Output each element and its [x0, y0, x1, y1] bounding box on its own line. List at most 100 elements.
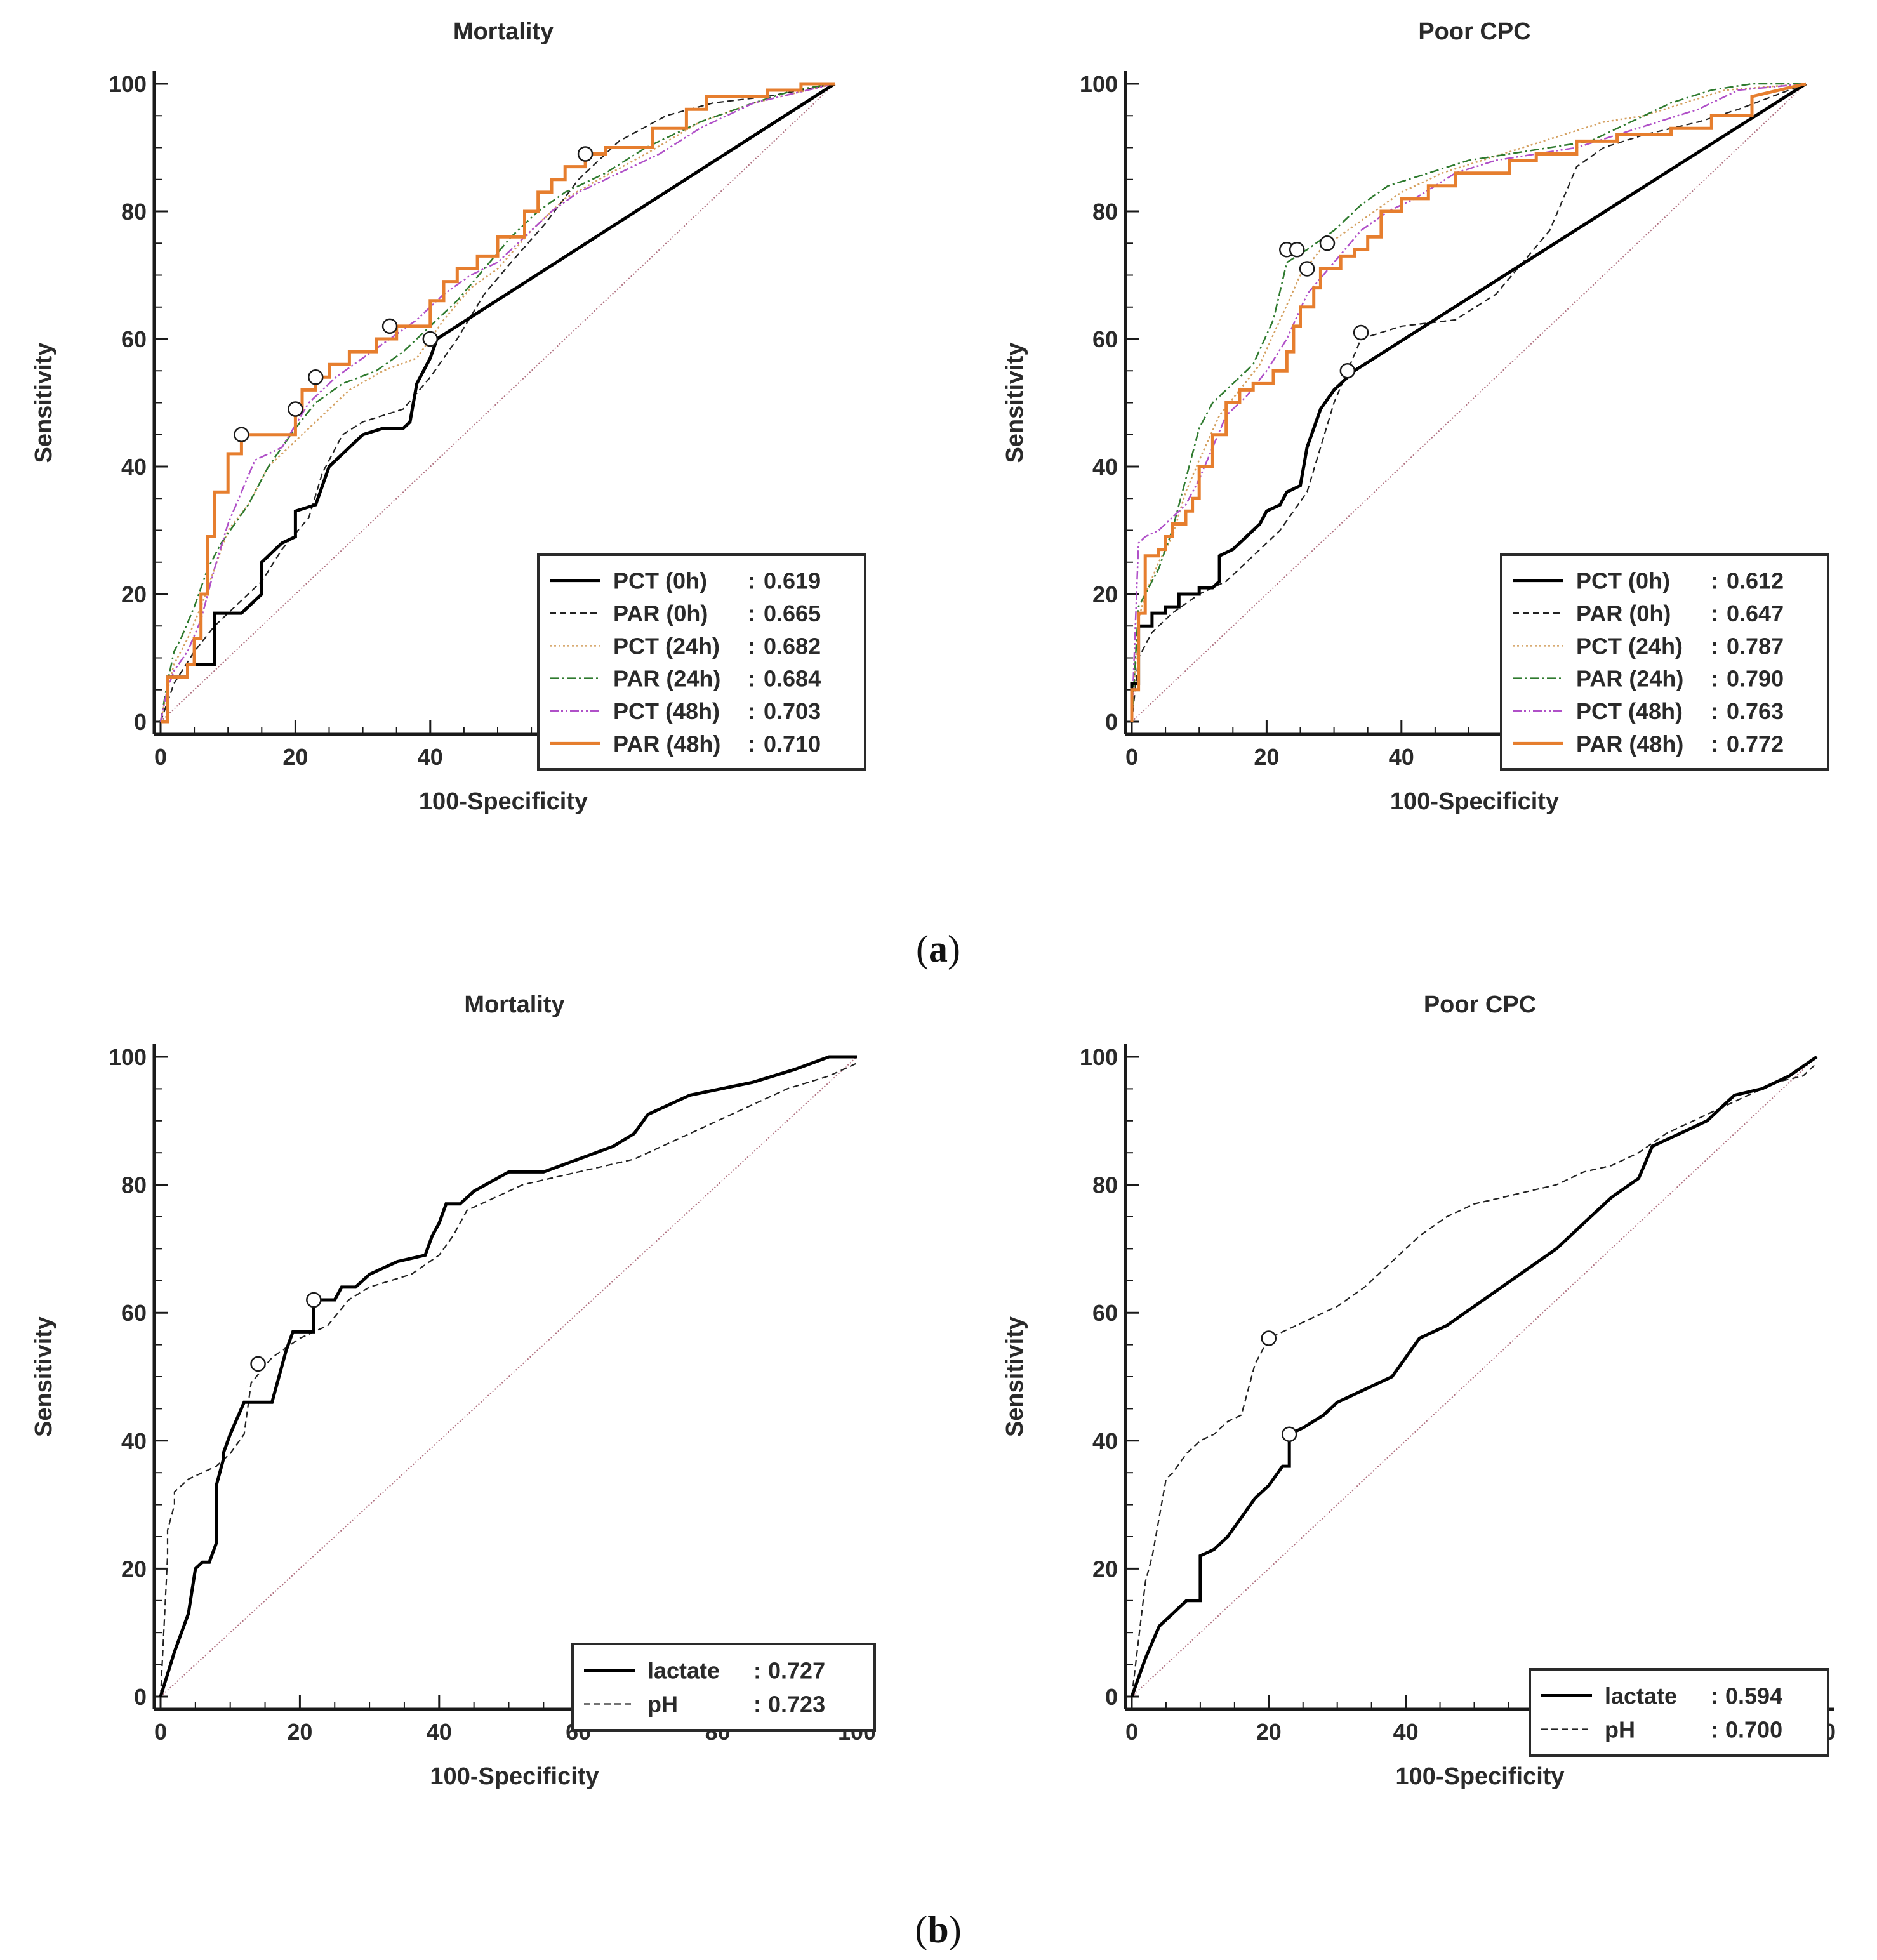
legend-label: PAR (0h)	[613, 600, 708, 626]
cutoff-marker	[1339, 363, 1356, 379]
y-tick-label: 100	[109, 1044, 147, 1070]
x-tick-label: 20	[1256, 1719, 1282, 1745]
legend-auc-value: 0.647	[1727, 600, 1784, 626]
legend-auc-value: 0.700	[1725, 1717, 1782, 1743]
legend-auc-value: 0.612	[1727, 568, 1784, 594]
legend-auc-value: 0.703	[764, 698, 821, 724]
y-tick-label: 80	[121, 199, 147, 225]
y-tick-label: 60	[1092, 326, 1118, 352]
legend-label: PCT (48h)	[1576, 698, 1683, 724]
legend-auc-value: 0.790	[1727, 666, 1784, 692]
panel-label-a-letter: a	[929, 928, 948, 970]
legend-label: lactate	[647, 1658, 720, 1684]
x-tick-label: 20	[282, 744, 308, 770]
legend-colon: :	[1711, 1717, 1718, 1743]
reference-diagonal	[1131, 1056, 1817, 1697]
legend-colon: :	[1711, 731, 1718, 757]
legend-label: PAR (0h)	[1576, 600, 1671, 626]
panel-label-b-letter: b	[927, 1909, 948, 1950]
y-tick-label: 20	[121, 1556, 147, 1582]
y-tick-label: 20	[121, 581, 147, 607]
chart-a-mortality: Mortality020406080100020406080100100-Spe…	[30, 18, 866, 815]
y-tick-label: 60	[121, 1300, 147, 1326]
legend: lactate:0.594 pH:0.700	[1529, 1668, 1829, 1757]
cutoff-marker	[1261, 1330, 1277, 1346]
legend-auc-value: 0.763	[1727, 698, 1784, 724]
legend-auc-value: 0.710	[764, 731, 821, 757]
y-axis-label: Sensitivity	[1002, 1316, 1028, 1437]
x-tick-label: 0	[1125, 1719, 1138, 1745]
legend-colon: :	[1711, 666, 1718, 692]
x-tick-label: 0	[154, 744, 167, 770]
reference-diagonal	[1131, 83, 1807, 722]
legend-colon: :	[748, 666, 755, 692]
y-tick-label: 100	[109, 71, 147, 97]
chart-title: Mortality	[453, 18, 554, 45]
legend-colon: :	[1711, 600, 1718, 626]
y-tick-label: 0	[1105, 1684, 1118, 1710]
legend-label: pH	[1605, 1717, 1635, 1743]
y-tick-label: 100	[1080, 1044, 1118, 1070]
cutoff-marker	[288, 401, 303, 417]
x-axis-label: 100-Specificity	[1395, 1763, 1564, 1790]
legend-colon: :	[748, 633, 755, 659]
legend-colon: :	[753, 1692, 761, 1718]
x-axis-label: 100-Specificity	[430, 1763, 599, 1790]
y-axis-label: Sensitivity	[30, 1316, 57, 1437]
legend-colon: :	[748, 698, 755, 724]
y-axis-label: Sensitivity	[1002, 342, 1028, 463]
y-tick-label: 80	[121, 1172, 147, 1198]
legend: lactate:0.727 pH:0.723	[571, 1643, 876, 1732]
panel-label-b: (b)	[915, 1909, 961, 1950]
cutoff-marker	[234, 427, 249, 442]
series-line-pct-48h	[1131, 83, 1807, 722]
legend-colon: :	[748, 731, 755, 757]
legend-label: PCT (24h)	[1576, 633, 1683, 659]
legend-box	[1529, 1668, 1829, 1757]
cutoff-marker	[306, 1292, 322, 1308]
chart-b-poor-cpc: Poor CPC020406080100020406080100100-Spec…	[1002, 991, 1836, 1790]
series-line-lactate	[1130, 1055, 1818, 1697]
chart-title: Poor CPC	[1418, 18, 1530, 45]
cutoff-marker	[381, 318, 398, 334]
y-tick-label: 0	[1105, 709, 1118, 735]
series-line-par-24h	[159, 83, 835, 722]
y-tick-label: 40	[121, 1428, 147, 1454]
series-line-pct-24h	[159, 83, 835, 722]
y-tick-label: 40	[121, 454, 147, 480]
legend-colon: :	[1711, 568, 1718, 594]
cutoff-marker	[1319, 235, 1336, 251]
legend-label: PAR (24h)	[613, 666, 720, 692]
legend-label: PAR (24h)	[1576, 666, 1683, 692]
legend-colon: :	[748, 568, 755, 594]
legend-label: lactate	[1605, 1683, 1677, 1709]
chart-title: Poor CPC	[1424, 991, 1536, 1018]
cutoff-marker	[1299, 261, 1315, 277]
y-tick-label: 20	[1092, 581, 1118, 607]
legend-label: PAR (48h)	[1576, 731, 1683, 757]
legend-colon: :	[1711, 1683, 1718, 1709]
legend-auc-value: 0.772	[1727, 731, 1784, 757]
y-tick-label: 20	[1092, 1556, 1118, 1582]
x-tick-label: 20	[1254, 744, 1279, 770]
legend-auc-value: 0.682	[764, 633, 821, 659]
x-tick-label: 40	[427, 1719, 452, 1745]
cutoff-marker	[422, 331, 439, 347]
x-tick-label: 40	[1393, 1719, 1419, 1745]
series-line-ph	[1131, 1063, 1817, 1697]
cutoff-marker	[1281, 1426, 1297, 1442]
legend-box	[537, 553, 866, 771]
y-tick-label: 80	[1092, 1172, 1118, 1198]
legend-colon: :	[1711, 633, 1718, 659]
x-axis-label: 100-Specificity	[419, 788, 588, 815]
legend-auc-value: 0.787	[1727, 633, 1784, 659]
series-line-par-48h	[1130, 82, 1807, 722]
series-line-lactate	[159, 1055, 857, 1697]
panel-label-a: (a)	[916, 928, 960, 970]
cutoff-marker	[577, 146, 594, 162]
reference-diagonal	[160, 83, 835, 722]
